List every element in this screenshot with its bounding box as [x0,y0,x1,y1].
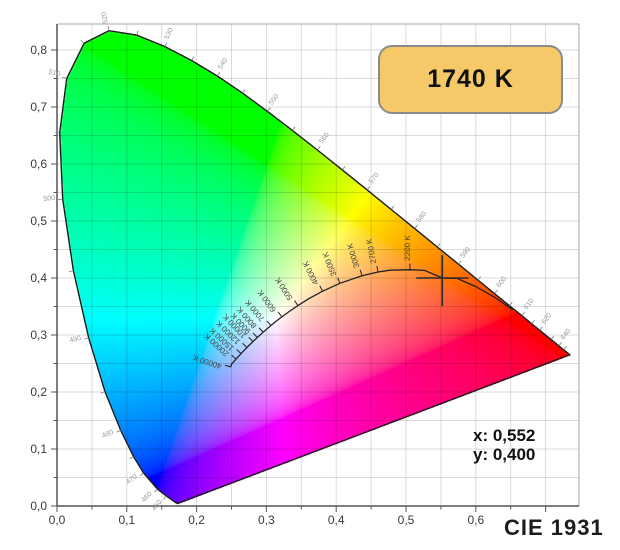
wavelength-label: 460 [140,491,153,504]
wavelength-tick [163,495,167,500]
wavelength-tick [550,335,555,340]
temperature-tick [231,354,237,360]
temperature-tick [294,300,299,306]
wavelength-label: 510 [48,69,61,79]
wavelength-tick [84,337,89,340]
x-axis-tick-label: 0,2 [188,513,205,527]
wavelength-tick [242,89,246,94]
wavelength-tick [494,289,498,294]
y-axis-tick-label: 0,4 [30,271,47,285]
y-axis-tick-label: 0,7 [30,100,47,114]
wavelength-label: 490 [69,335,82,345]
y-axis-tick-label: 0,1 [30,442,47,456]
wavelength-tick [366,186,371,191]
wavelength-tick [531,320,535,325]
wavelength-label: 520 [101,11,110,24]
wavelength-tick [558,342,563,347]
y-coordinate-value: y: 0,400 [473,445,536,464]
y-axis-tick-label: 0,8 [30,43,47,57]
wavelength-tick [62,76,67,79]
wavelength-tick [390,205,395,210]
wavelength-label: 590 [459,246,472,260]
wavelength-tick [436,243,441,248]
wavelength-tick [100,391,106,394]
temperature-label: 3000 K [345,242,361,270]
wavelength-tick [116,429,121,433]
wavelength-tick [129,456,134,460]
wavelength-tick [191,56,195,61]
wavelength-label: 550 [268,93,281,107]
temperature-label: 4000 K [301,259,321,286]
wavelength-tick [509,301,513,306]
wavelength-label: 570 [368,172,381,186]
diagram-title: CIE 1931 [504,515,604,540]
temperature-tick [376,265,379,273]
temperature-tick [266,320,272,326]
temperature-tick [359,269,363,276]
wavelength-label: 620 [541,312,554,326]
temperature-tick [277,311,283,318]
wavelength-label: 560 [318,132,331,146]
temperature-tick [236,349,242,355]
temperature-tick [224,364,231,368]
x-axis-tick-label: 0,4 [328,513,345,527]
wavelength-tick [267,107,271,112]
y-axis-tick-label: 0,5 [30,214,47,228]
temperature-tick [252,332,258,338]
wavelength-tick [458,260,462,265]
wavelength-label: 480 [101,429,115,440]
wavelength-label: 580 [416,211,429,225]
wavelength-tick [563,346,567,351]
wavelength-label: 500 [43,195,55,203]
x-axis-tick-label: 0,3 [258,513,275,527]
wavelength-tick [414,224,418,229]
planckian-locus [229,269,514,368]
x-axis-tick-label: 0,5 [398,513,415,527]
wavelength-tick [154,488,158,493]
cct-value-box: 1740 K [378,45,563,114]
x-axis-tick-label: 0,0 [49,513,66,527]
temperature-tick [319,285,324,292]
wavelength-tick [107,26,110,31]
wavelength-tick [317,146,321,151]
wavelength-tick [68,270,74,272]
wavelength-tick [136,30,139,36]
wavelength-tick [80,39,85,44]
cct-value-label: 1740 K [427,65,514,93]
y-axis-tick-label: 0,6 [30,157,47,171]
wavelength-label: 540 [217,57,229,71]
temperature-tick [337,277,341,284]
wavelength-label: 610 [523,297,536,311]
y-axis-tick-label: 0,3 [30,328,47,342]
wavelength-tick [341,166,346,171]
wavelength-tick [216,72,221,77]
y-axis-tick-label: 0,2 [30,385,47,399]
wavelength-label: 640 [560,328,573,342]
wavelength-label: 530 [164,27,175,41]
temperature-tick [258,327,264,333]
wavelength-tick [539,326,543,331]
x-coordinate-value: x: 0,552 [473,426,536,445]
temperature-tick [242,342,248,348]
x-axis-tick-label: 0,1 [118,513,135,527]
temperature-label: 2700 K [364,237,378,264]
temperature-label: 2200 K [403,235,412,261]
xy-coordinate-readout: x: 0,552 y: 0,400 [473,426,535,464]
temperature-label: 40000 K [191,353,223,371]
wavelength-tick [477,276,481,281]
temperature-tick [248,336,254,342]
wavelength-tick [521,311,525,316]
x-axis-tick-label: 0,6 [467,513,484,527]
wavelength-tick [164,42,168,47]
y-axis-tick-label: 0,0 [30,499,47,513]
wavelength-tick [139,472,144,477]
wavelength-tick [292,126,296,131]
temperature-label: 5000 K [273,275,295,302]
